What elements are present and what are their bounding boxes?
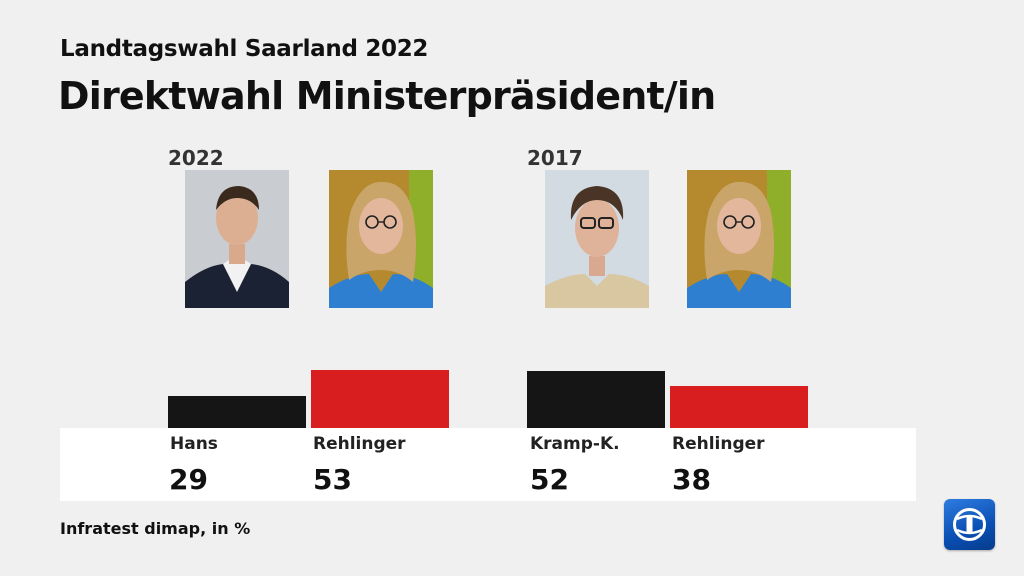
bar-rehlinger-2017: [670, 386, 808, 428]
bar-hans-2022: [168, 396, 306, 428]
value-label-rehlinger-2017: 38: [672, 463, 711, 496]
bar-rehlinger-2022: [311, 370, 449, 428]
chart-title: Direktwahl Ministerpräsident/in: [58, 74, 716, 118]
candidate-name-rehlinger-2022: Rehlinger: [313, 434, 406, 454]
tagesschau-logo-icon: [944, 499, 995, 550]
value-label-hans: 29: [169, 463, 208, 496]
candidate-name-hans: Hans: [170, 434, 218, 454]
source-note: Infratest dimap, in %: [60, 519, 251, 538]
portrait-rehlinger-2022: [329, 170, 433, 308]
value-label-kramp: 52: [530, 463, 569, 496]
year-label-2017: 2017: [527, 146, 583, 170]
year-label-2022: 2022: [168, 146, 224, 170]
candidate-name-rehlinger-2017: Rehlinger: [672, 434, 765, 454]
candidate-name-kramp: Kramp-K.: [530, 434, 620, 454]
label-strip: [60, 428, 916, 501]
portrait-hans: [185, 170, 289, 308]
chart-subtitle: Landtagswahl Saarland 2022: [60, 36, 429, 62]
value-label-rehlinger-2022: 53: [313, 463, 352, 496]
portrait-kramp: [545, 170, 649, 308]
portrait-rehlinger-2017: [687, 170, 791, 308]
bar-kramp-2017: [527, 371, 665, 428]
